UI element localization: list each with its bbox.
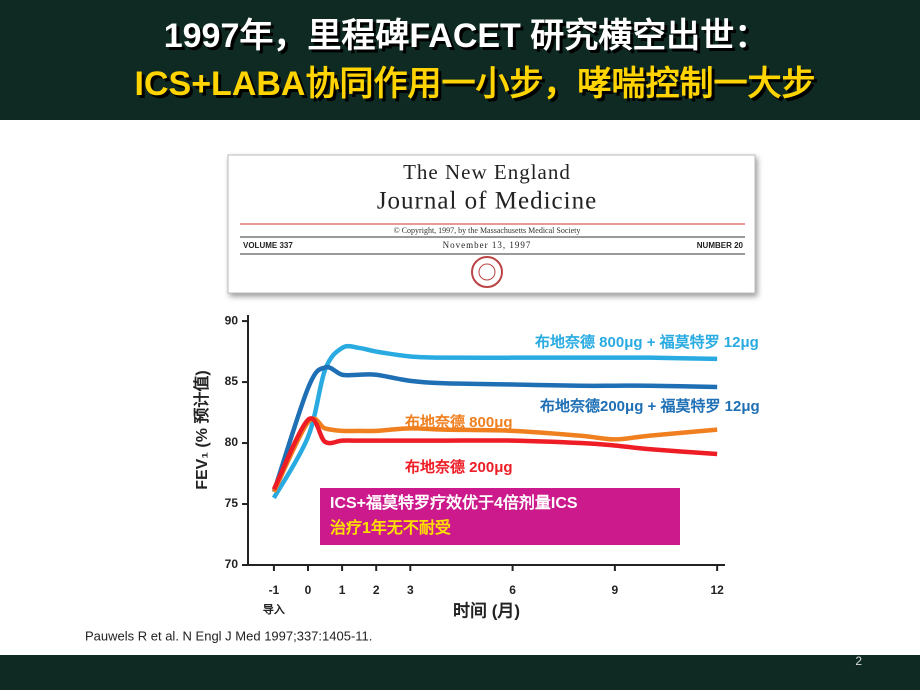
seal bbox=[478, 263, 496, 281]
title-line1: 1997年，里程碑FACET 研究横空出世： bbox=[164, 17, 769, 55]
x-tick-label: 1 bbox=[339, 583, 346, 597]
y-tick-label: 85 bbox=[225, 374, 239, 388]
date: November 13, 1997 bbox=[443, 240, 532, 250]
callout-text: 治疗1年无不耐受 bbox=[330, 518, 451, 537]
x-axis-label: 时间 (月) bbox=[453, 600, 520, 620]
x-tick-note: 导入 bbox=[263, 603, 285, 616]
x-tick-label: 2 bbox=[373, 583, 380, 597]
series-label: 布地奈德 800μg + 福莫特罗 12μg bbox=[535, 333, 759, 351]
title-shadow: ICS+LABA协同作用一小步，哮喘控制一大步 bbox=[138, 68, 819, 106]
x-tick-label: 9 bbox=[612, 583, 619, 597]
y-axis-label: FEV₁ (% 预计值) bbox=[192, 370, 211, 490]
footer-band bbox=[0, 655, 920, 690]
series-label: 布地奈德 800μg bbox=[405, 413, 513, 431]
x-tick-label: 6 bbox=[509, 583, 516, 597]
callout-box bbox=[320, 488, 680, 545]
y-tick-label: 75 bbox=[225, 496, 239, 510]
header-band bbox=[0, 0, 920, 120]
page-number: 2 bbox=[855, 654, 862, 668]
series-line bbox=[271, 364, 718, 493]
volume: VOLUME 337 bbox=[243, 241, 293, 250]
journal-name: The New England bbox=[403, 160, 571, 184]
callout-text: ICS+福莫特罗疗效优于4倍剂量ICS bbox=[330, 493, 578, 512]
y-tick-label: 80 bbox=[225, 435, 239, 449]
series-line bbox=[271, 416, 718, 491]
series-label: 布地奈德 200μg bbox=[405, 458, 513, 476]
x-tick-label: 3 bbox=[407, 583, 414, 597]
number: NUMBER 20 bbox=[697, 241, 744, 250]
citation: Pauwels R et al. N Engl J Med 1997;337:1… bbox=[85, 628, 372, 643]
x-tick-label: -1 bbox=[269, 583, 280, 597]
series-line bbox=[271, 343, 718, 500]
title-shadow: 1997年，里程碑FACET 研究横空出世： bbox=[167, 20, 772, 58]
series-label: 布地奈德200μg + 福莫特罗 12μg bbox=[540, 397, 760, 415]
series-line bbox=[271, 416, 718, 493]
journal-name: Journal of Medicine bbox=[377, 188, 597, 215]
title-line2: ICS+LABA协同作用一小步，哮喘控制一大步 bbox=[135, 65, 816, 103]
copyright: © Copyright, 1997, by the Massachusetts … bbox=[394, 226, 581, 235]
y-tick-label: 70 bbox=[225, 557, 239, 571]
x-tick-label: 12 bbox=[710, 583, 724, 597]
x-tick-label: 0 bbox=[305, 583, 312, 597]
seal bbox=[471, 256, 503, 288]
y-tick-label: 90 bbox=[225, 313, 239, 327]
